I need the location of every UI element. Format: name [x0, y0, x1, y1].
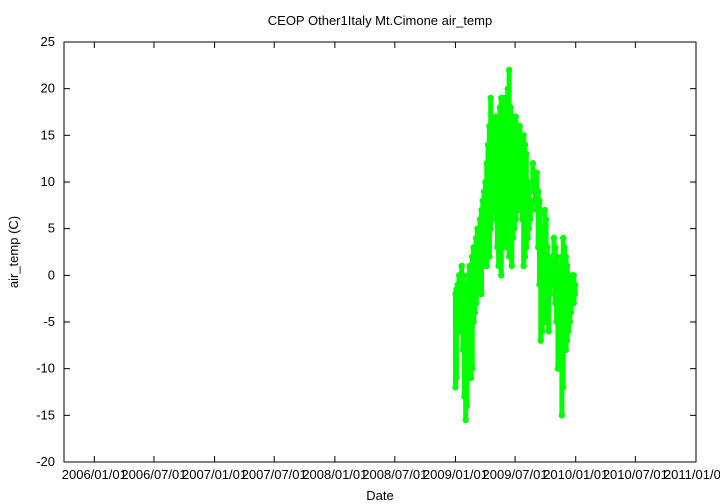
data-point: [505, 66, 513, 74]
data-point: [566, 318, 573, 326]
data-point: [467, 374, 475, 382]
data-point: [536, 197, 543, 204]
data-point: [545, 328, 552, 335]
data-point: [567, 309, 575, 316]
y-tick-label: 10: [41, 174, 55, 189]
y-axis-label: air_temp (C): [6, 216, 21, 288]
data-point: [473, 300, 480, 307]
data-point: [571, 281, 579, 288]
data-point: [524, 178, 531, 186]
y-tick-label: -10: [36, 361, 55, 376]
data-point: [487, 225, 494, 232]
y-tick-label: 5: [48, 221, 55, 236]
data-point: [512, 216, 519, 223]
data-point: [511, 225, 518, 232]
data-point: [486, 253, 493, 260]
data-point: [553, 253, 560, 260]
data-point: [523, 244, 530, 251]
y-tick-label: -15: [36, 407, 55, 422]
plot-frame: [63, 41, 697, 463]
x-tick-label: 2010/01/01: [543, 467, 608, 482]
x-axis: 2006/01/012006/07/012007/01/012007/07/01…: [62, 42, 720, 482]
data-point: [570, 300, 577, 307]
data-point: [562, 346, 570, 354]
y-tick-label: 25: [41, 34, 55, 49]
data-point: [523, 150, 530, 158]
data-point: [533, 169, 541, 176]
data-point: [458, 262, 465, 270]
data-point: [516, 122, 523, 130]
data-point: [463, 402, 471, 410]
data-point: [538, 328, 546, 335]
data-point: [508, 262, 516, 270]
x-axis-label: Date: [366, 488, 393, 503]
x-tick-label: 2010/07/01: [603, 467, 668, 482]
y-tick-label: 15: [41, 127, 55, 142]
x-tick-label: 2007/01/01: [182, 467, 247, 482]
data-point: [459, 272, 467, 279]
data-point: [521, 141, 529, 148]
data-point: [570, 272, 577, 279]
data-point: [509, 234, 517, 242]
data-point: [521, 253, 529, 260]
plot-layer: [452, 66, 579, 424]
x-tick-label: 2011/01/01: [664, 467, 720, 482]
data-point: [537, 337, 545, 344]
data-point: [469, 365, 476, 372]
data-point: [483, 262, 490, 270]
x-tick-label: 2008/07/01: [362, 467, 427, 482]
chart-title: CEOP Other1Italy Mt.Cimone air_temp: [268, 13, 492, 28]
x-tick-label: 2009/07/01: [483, 467, 548, 482]
data-point: [462, 416, 469, 424]
data-point: [507, 104, 514, 111]
data-point: [525, 225, 533, 232]
data-point: [565, 328, 572, 335]
data-point: [563, 337, 571, 344]
data-point: [487, 94, 494, 102]
data-point: [520, 132, 527, 139]
data-point: [571, 290, 579, 298]
data-point: [470, 318, 477, 326]
data-point: [529, 160, 537, 167]
data-point: [527, 216, 534, 223]
y-tick-label: -5: [43, 314, 55, 329]
data-point: [452, 384, 459, 391]
data-point: [558, 412, 566, 419]
y-axis: -20 -15 -10 -5 0 5 10 15 20 25: [36, 34, 696, 469]
data-point: [563, 262, 571, 270]
data-point: [534, 188, 542, 195]
data-point: [552, 244, 559, 251]
x-tick-label: 2009/01/01: [423, 467, 488, 482]
data-point: [561, 244, 568, 251]
data-point: [498, 272, 505, 279]
data-point: [544, 244, 551, 251]
y-tick-label: 0: [48, 267, 55, 282]
data-point: [453, 374, 460, 382]
data-point: [560, 384, 567, 391]
x-tick-label: 2006/01/01: [62, 467, 127, 482]
y-tick-label: 20: [41, 81, 55, 96]
data-point: [478, 290, 485, 298]
data-point: [542, 216, 550, 223]
x-tick-label: 2008/01/01: [302, 467, 367, 482]
data-point: [550, 234, 558, 242]
data-point: [560, 234, 567, 242]
data-point: [546, 290, 554, 298]
data-point: [520, 262, 527, 270]
x-tick-label: 2006/07/01: [121, 467, 186, 482]
data-point: [562, 253, 570, 260]
data-point: [541, 206, 548, 214]
data-point: [512, 113, 519, 120]
data-point: [524, 234, 531, 242]
data-point: [471, 309, 479, 316]
data-point: [528, 206, 535, 214]
x-tick-label: 2007/07/01: [242, 467, 307, 482]
y-tick-label: -20: [36, 454, 55, 469]
